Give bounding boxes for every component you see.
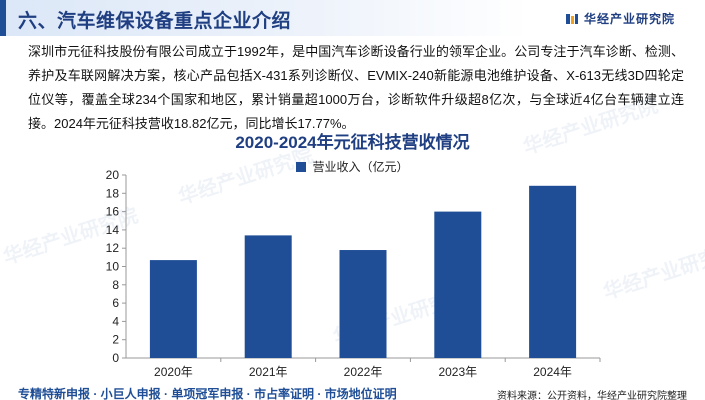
footer-source: 资料来源：公开资料，华经产业研究院整理 [497,391,687,400]
chart-title: 2020-2024年元征科技营收情况 [235,133,470,152]
company-intro-paragraph: 深圳市元征科技股份有限公司成立于1992年，是中国汽车诊断设备行业的领军企业。公… [28,44,684,131]
bar [339,250,387,358]
x-tick-label: 2023年 [438,365,477,379]
bar [149,260,197,358]
x-tick-label: 2020年 [154,365,193,379]
y-tick-label: 14 [106,223,120,237]
legend-label: 营业收入（亿元） [312,160,409,174]
section-title: 六、汽车维保设备重点企业介绍 [18,11,292,32]
legend-swatch [296,161,307,172]
brand-name: 华经产业研究院 [583,12,675,26]
x-tick-label: 2024年 [533,365,572,379]
chart-legend: 营业收入（亿元） [0,158,705,175]
brand-logo-icon [565,13,578,24]
bar [244,235,292,358]
y-tick-label: 6 [112,296,119,310]
y-tick-label: 12 [106,241,120,255]
bar [434,211,482,358]
x-tick-label: 2022年 [344,365,383,379]
y-tick-label: 0 [112,351,119,365]
bar [529,185,577,358]
brand: 华经产业研究院 [565,10,675,27]
y-tick-label: 8 [112,278,119,292]
y-tick-label: 18 [106,186,120,200]
y-tick-label: 4 [112,314,119,328]
y-tick-label: 10 [106,260,120,274]
y-tick-label: 16 [106,205,120,219]
header-accent-bar [0,0,6,36]
footer-services: 专精特新申报 · 小巨人申报 · 单项冠军申报 · 市占率证明 · 市场地位证明 [18,387,397,400]
y-tick-label: 2 [112,333,119,347]
y-tick-label: 20 [106,168,120,182]
section-header: 六、汽车维保设备重点企业介绍 华经产业研究院 [0,0,705,36]
x-tick-label: 2021年 [249,365,288,379]
